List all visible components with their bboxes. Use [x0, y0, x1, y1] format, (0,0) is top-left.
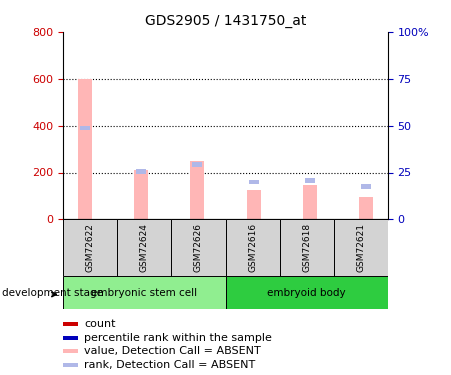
Text: embryonic stem cell: embryonic stem cell	[91, 288, 198, 297]
Text: rank, Detection Call = ABSENT: rank, Detection Call = ABSENT	[84, 360, 255, 370]
Bar	[63, 322, 78, 326]
Bar	[117, 219, 171, 276]
Bar	[63, 363, 78, 367]
Bar	[78, 79, 92, 219]
Bar	[334, 219, 388, 276]
Text: percentile rank within the sample: percentile rank within the sample	[84, 333, 272, 343]
Title: GDS2905 / 1431750_at: GDS2905 / 1431750_at	[145, 14, 306, 28]
Bar	[171, 219, 226, 276]
Bar	[361, 184, 371, 189]
Bar	[63, 350, 78, 354]
Bar	[63, 336, 78, 340]
Text: GSM72618: GSM72618	[302, 223, 311, 272]
Bar	[226, 219, 280, 276]
Bar	[247, 190, 261, 219]
Text: GSM72621: GSM72621	[356, 223, 365, 272]
Text: GSM72622: GSM72622	[86, 223, 95, 272]
Text: GSM72616: GSM72616	[248, 223, 257, 272]
Text: development stage: development stage	[2, 288, 103, 297]
Bar	[134, 170, 148, 219]
Bar	[280, 219, 334, 276]
Bar	[249, 180, 259, 184]
Bar	[226, 276, 388, 309]
Bar	[359, 197, 373, 219]
Text: value, Detection Call = ABSENT: value, Detection Call = ABSENT	[84, 346, 261, 357]
Bar	[63, 276, 226, 309]
Text: GSM72626: GSM72626	[194, 223, 203, 272]
Bar	[305, 178, 315, 183]
Bar	[303, 185, 317, 219]
Bar	[190, 161, 204, 219]
Text: embryoid body: embryoid body	[267, 288, 346, 297]
Text: count: count	[84, 319, 115, 329]
Bar	[80, 126, 90, 130]
Bar	[136, 169, 146, 174]
Bar	[63, 219, 117, 276]
Text: GSM72624: GSM72624	[140, 223, 149, 272]
Bar	[192, 162, 202, 166]
